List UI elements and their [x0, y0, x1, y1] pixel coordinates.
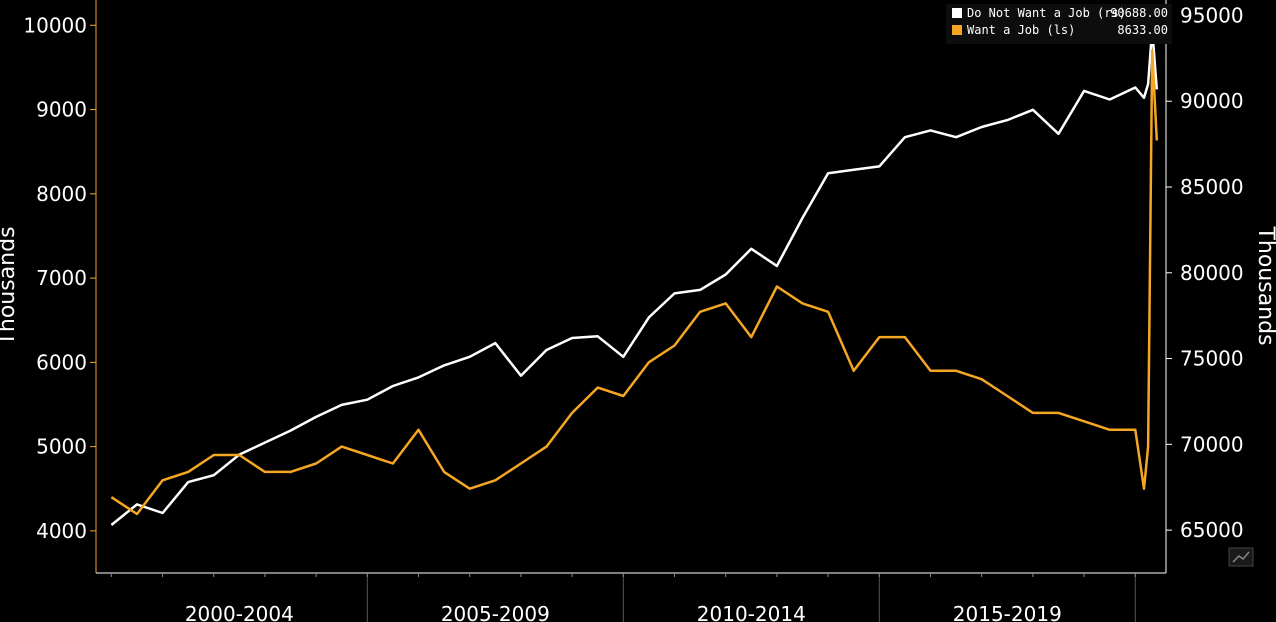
x-category-label: 2000-2004 — [185, 602, 294, 622]
x-category-label: 2010-2014 — [697, 602, 806, 622]
x-category-label: 2005-2009 — [441, 602, 550, 622]
series-line-want-a-job — [110, 49, 1159, 516]
right-axis-label: Thousands — [1253, 225, 1276, 345]
right-tick-label: 95000 — [1180, 3, 1244, 27]
left-tick-label: 10000 — [23, 13, 87, 37]
legend-last-value: 90688.00 — [1110, 6, 1168, 20]
left-tick-label: 7000 — [36, 266, 87, 290]
chart-thumbnail-icon[interactable] — [1228, 547, 1254, 567]
left-tick-label: 4000 — [36, 519, 87, 543]
right-tick-label: 75000 — [1180, 347, 1244, 371]
legend-series-name: Want a Job (ls) — [967, 23, 1075, 37]
legend-last-value: 8633.00 — [1117, 23, 1168, 37]
x-axis-categories: 2000-2004 2005-2009 2010-2014 2015-2019 — [185, 602, 1062, 622]
left-tick-label: 9000 — [36, 98, 87, 122]
left-axis-label: Thousands — [0, 226, 20, 346]
right-tick-label: 85000 — [1180, 175, 1244, 199]
x-category-label: 2015-2019 — [953, 602, 1062, 622]
right-tick-label: 65000 — [1180, 518, 1244, 542]
legend: Do Not Want a Job (rs)90688.00 Want a Job… — [946, 4, 1172, 44]
left-tick-label: 8000 — [36, 182, 87, 206]
legend-swatch — [952, 8, 962, 18]
x-category-separators — [366, 573, 1136, 622]
legend-series-name: Do Not Want a Job (rs) — [967, 6, 1126, 20]
right-tick-label: 70000 — [1180, 432, 1244, 456]
right-tick-label: 90000 — [1180, 89, 1244, 113]
x-axis-minor-ticks — [110, 573, 1136, 577]
right-axis-ticks: 65000 70000 75000 80000 85000 90000 95000 — [1166, 3, 1244, 542]
series-lines — [110, 27, 1159, 526]
right-tick-label: 80000 — [1180, 261, 1244, 285]
left-axis-ticks: 4000 5000 6000 7000 8000 9000 10000 — [23, 13, 96, 543]
left-tick-label: 5000 — [36, 435, 87, 459]
legend-box — [946, 4, 1172, 44]
legend-swatch — [952, 25, 962, 35]
series-line-do-not-want-a-job — [110, 27, 1159, 526]
left-tick-label: 6000 — [36, 350, 87, 374]
